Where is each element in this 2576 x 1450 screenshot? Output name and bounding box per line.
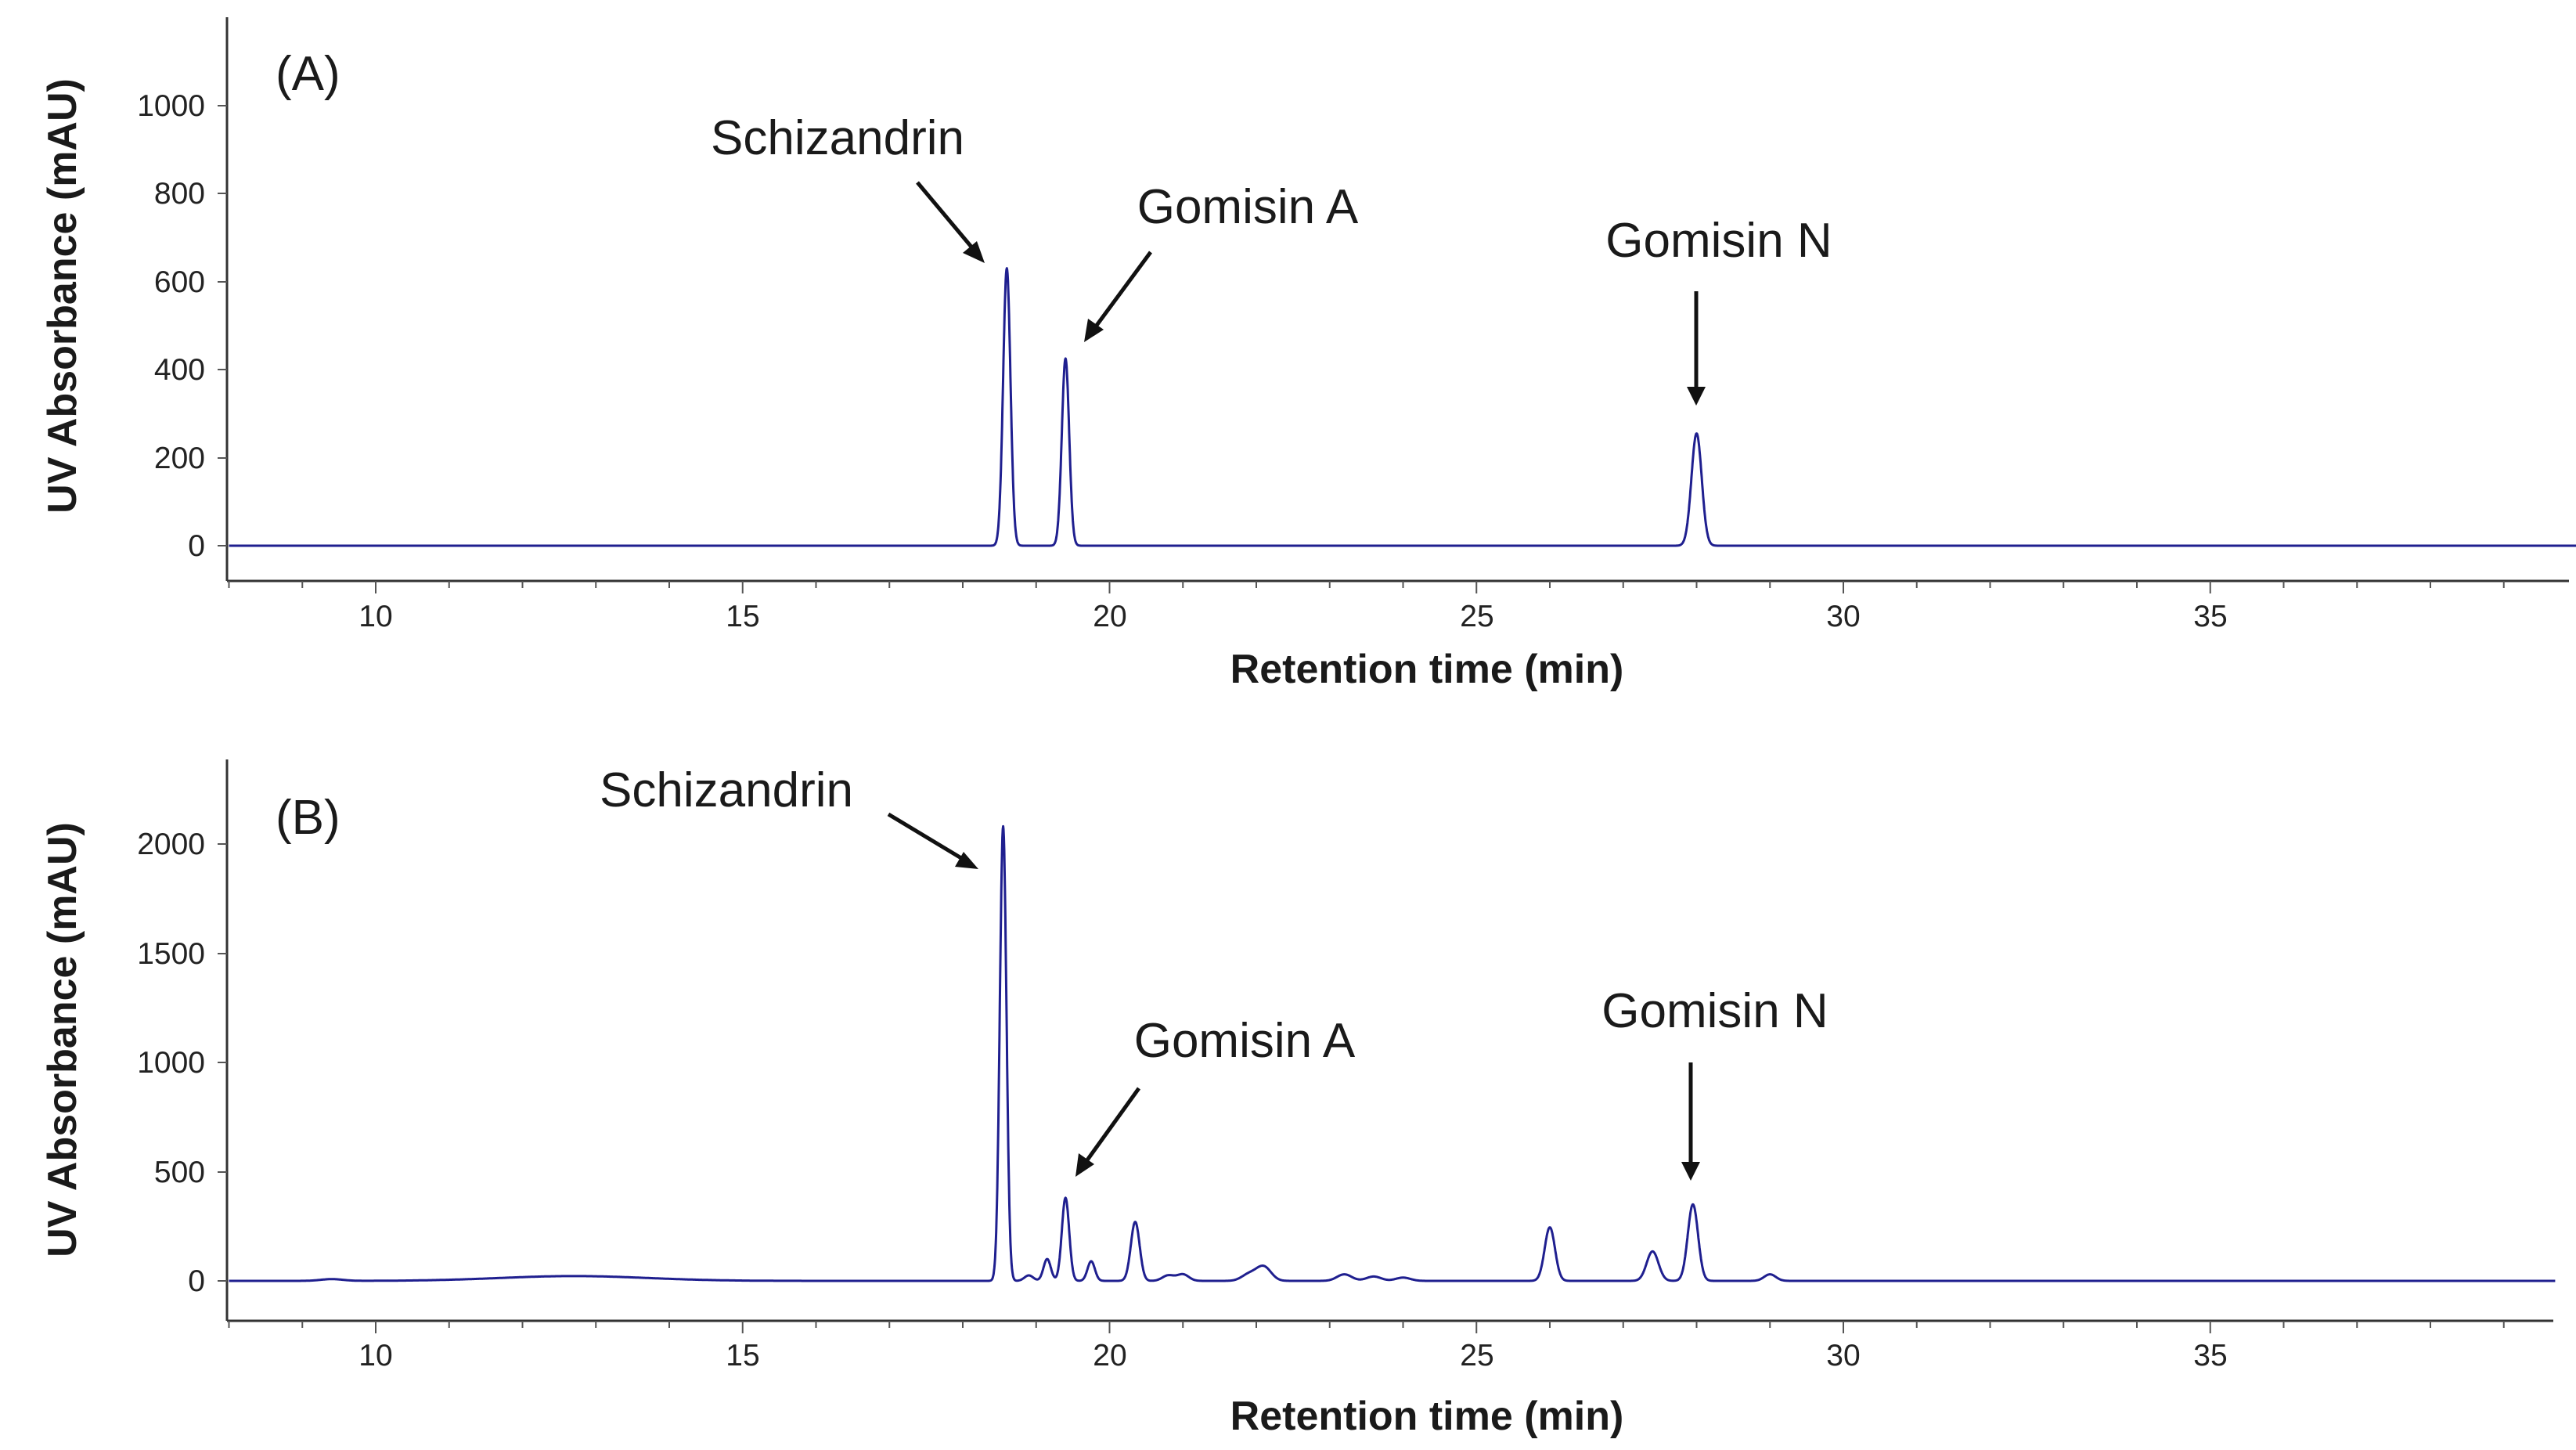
panel-b-annotation-gomisin-n: Gomisin N (1601, 984, 1828, 1038)
panel-a-y-axis-title: UV Absorbance (mAU) (40, 78, 85, 514)
panel-b-x-tick-label: 25 (1460, 1339, 1493, 1372)
panel-b-y-axis-title: UV Absorbance (mAU) (40, 822, 85, 1257)
panel-a-y-tick-label: 1000 (137, 89, 205, 123)
panel-a: (A) UV Absorbance (mAU) Retention time (… (40, 17, 2576, 692)
panel-b: (B) UV Absorbance (mAU) Retention time (… (40, 759, 2556, 1439)
panel-a-gomisin-n-arrowhead (1687, 387, 1706, 406)
panel-a-annotation-gomisin-n: Gomisin N (1605, 214, 1832, 268)
panel-a-gomisin-a-arrowhead (1084, 319, 1104, 342)
panel-a-annotation-schizandrin: Schizandrin (711, 111, 964, 165)
panel-a-x-tick-label: 35 (2193, 600, 2227, 633)
panel-a-y-tick-label: 600 (154, 265, 205, 299)
panel-a-x-axis-title: Retention time (min) (1230, 647, 1624, 692)
panel-a-y-tick-label: 0 (188, 529, 205, 563)
panel-b-gomisin-a-arrowhead (1075, 1153, 1094, 1177)
panel-a-y-tick-label: 800 (154, 177, 205, 211)
panel-b-schizandrin-arrowhead (955, 852, 978, 869)
panel-a-x-tick-label: 25 (1460, 600, 1493, 633)
panel-b-series-line (228, 824, 2556, 1282)
panel-a-x-ticks (228, 581, 2505, 593)
panel-b-y-tick-label: 2000 (137, 828, 205, 861)
panel-b-x-tick-label: 15 (726, 1339, 759, 1372)
panel-a-schizandrin-arrowhead (963, 241, 985, 263)
panel-b-annotation-gomisin-a: Gomisin A (1134, 1014, 1356, 1068)
panel-b-y-tick-label: 0 (188, 1264, 205, 1298)
panel-b-y-tick-label: 500 (154, 1156, 205, 1189)
panel-b-x-tick-label: 35 (2193, 1339, 2227, 1372)
panel-a-y-tick-label: 400 (154, 353, 205, 387)
panel-b-schizandrin-arrow (887, 812, 971, 865)
panel-a-x-tick-label: 20 (1093, 600, 1126, 633)
panel-a-annotation-gomisin-a: Gomisin A (1137, 180, 1359, 234)
panel-b-label: (B) (276, 791, 340, 845)
panel-b-y-tick-label: 1500 (137, 937, 205, 971)
panel-b-x-tick-label: 30 (1826, 1339, 1860, 1372)
panel-a-y-tick-label: 200 (154, 442, 205, 475)
panel-a-x-tick-label: 15 (726, 600, 759, 633)
panel-b-x-ticks (228, 1321, 2505, 1333)
panel-b-y-tick-label: 1000 (137, 1046, 205, 1080)
panel-b-x-tick-label: 20 (1093, 1339, 1126, 1372)
panel-b-gomisin-n-arrowhead (1681, 1162, 1700, 1181)
panel-a-x-tick-label: 10 (358, 600, 392, 633)
panel-b-x-axis-title: Retention time (min) (1230, 1394, 1624, 1439)
panel-a-label: (A) (276, 47, 340, 101)
panel-a-schizandrin-arrow (916, 181, 980, 257)
panel-a-x-tick-label: 30 (1826, 600, 1860, 633)
panel-b-annotation-schizandrin: Schizandrin (600, 763, 853, 817)
panel-a-series-line (228, 267, 2576, 547)
panel-b-x-tick-label: 10 (358, 1339, 392, 1372)
panel-b-gomisin-a-arrow (1080, 1087, 1141, 1168)
panel-a-gomisin-a-arrow (1089, 251, 1153, 334)
